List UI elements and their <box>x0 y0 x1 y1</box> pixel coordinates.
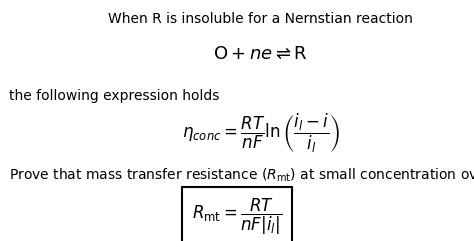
Text: $R_{\mathrm{mt}} = \dfrac{RT}{nF|i_l|}$: $R_{\mathrm{mt}} = \dfrac{RT}{nF|i_l|}$ <box>192 197 282 237</box>
Text: When R is insoluble for a Nernstian reaction: When R is insoluble for a Nernstian reac… <box>108 12 413 26</box>
Text: Prove that mass transfer resistance ($R_{\mathrm{mt}}$) at small concentration o: Prove that mass transfer resistance ($R_… <box>9 166 474 184</box>
Text: $\eta_{conc} = \dfrac{RT}{nF} \ln \left( \dfrac{i_l - i}{i_l} \right)$: $\eta_{conc} = \dfrac{RT}{nF} \ln \left(… <box>182 112 340 155</box>
Text: $\mathrm{O} + ne \rightleftharpoons \mathrm{R}$: $\mathrm{O} + ne \rightleftharpoons \mat… <box>213 45 308 63</box>
Text: the following expression holds: the following expression holds <box>9 89 220 103</box>
